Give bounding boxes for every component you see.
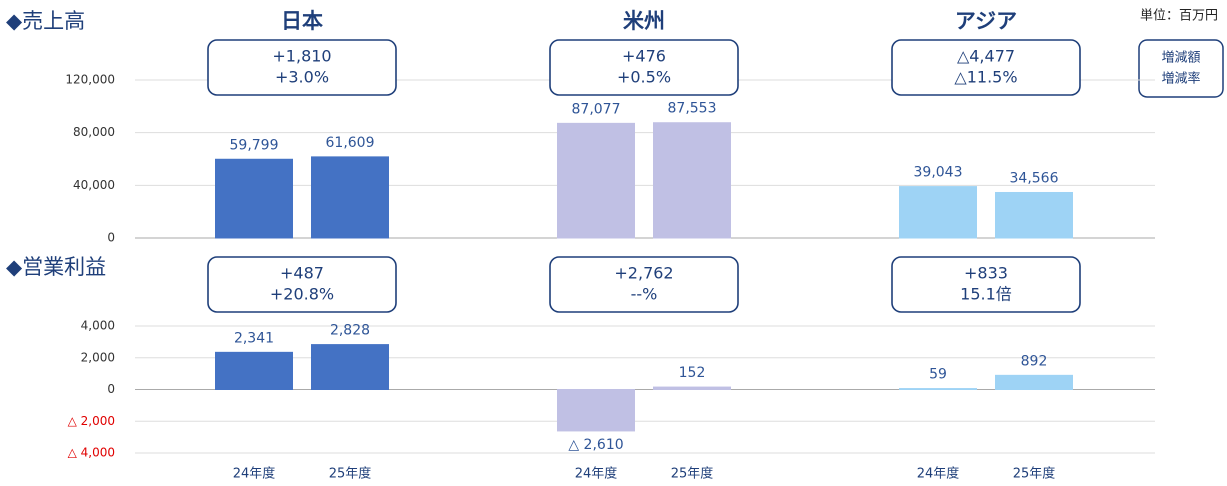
value-label: 34,566: [1010, 170, 1059, 186]
bar: [215, 158, 293, 239]
y-tick-label: 0: [107, 231, 115, 245]
region-label: 米州: [623, 9, 665, 33]
bar: [899, 388, 977, 391]
bar: [557, 122, 635, 239]
change-box: [891, 39, 1081, 96]
value-label: 39,043: [914, 165, 963, 181]
legend-note-box: [1138, 39, 1224, 98]
change-label: --%: [631, 285, 658, 304]
change-box: [549, 256, 739, 313]
change-label: +1,810: [272, 47, 331, 66]
bar: [311, 156, 389, 239]
legend-note: 増減額: [1161, 50, 1200, 66]
change-label: +487: [280, 264, 324, 283]
change-box: [549, 39, 739, 96]
value-label: 892: [1021, 353, 1048, 369]
y-tick-label: △ 2,000: [68, 414, 115, 428]
y-tick-label: 2,000: [81, 350, 115, 364]
change-label: △4,477: [957, 47, 1015, 66]
y-tick-label: 40,000: [73, 178, 115, 192]
value-label: △ 2,610: [568, 437, 623, 453]
change-label: +20.8%: [270, 285, 334, 304]
bar: [215, 351, 293, 391]
change-label: 15.1倍: [960, 285, 1012, 304]
x-tick-label: 24年度: [233, 466, 276, 482]
change-box: [891, 256, 1081, 313]
change-label: +2,762: [614, 264, 673, 283]
x-tick-label: 25年度: [671, 466, 714, 482]
value-label: 2,828: [330, 323, 370, 339]
bar: [653, 386, 731, 391]
y-tick-label: 0: [107, 382, 115, 396]
value-label: 61,609: [326, 135, 375, 151]
change-box: [207, 39, 397, 96]
change-label: △11.5%: [954, 68, 1017, 87]
region-label: アジア: [955, 9, 1017, 33]
value-label: 87,077: [572, 101, 621, 117]
x-tick-label: 25年度: [1013, 466, 1056, 482]
y-tick-label: 4,000: [81, 319, 115, 333]
change-label: +833: [964, 264, 1008, 283]
x-tick-label: 24年度: [575, 466, 618, 482]
legend-note: 増減率: [1161, 71, 1200, 87]
bar: [653, 122, 731, 239]
y-tick-label: 120,000: [65, 73, 115, 87]
change-box: [207, 256, 397, 313]
y-tick-label: 80,000: [73, 125, 115, 139]
change-label: +476: [622, 47, 666, 66]
change-label: +0.5%: [617, 68, 671, 87]
region-label: 日本: [281, 9, 323, 33]
x-tick-label: 24年度: [917, 466, 960, 482]
bar: [995, 374, 1073, 391]
x-tick-label: 25年度: [329, 466, 372, 482]
bar: [995, 191, 1073, 239]
chart-title: ◆売上高: [6, 9, 85, 33]
bar: [557, 389, 635, 432]
value-label: 59: [929, 367, 947, 383]
change-label: +3.0%: [275, 68, 329, 87]
value-label: 87,553: [668, 101, 717, 117]
bar: [899, 186, 977, 239]
y-tick-label: △ 4,000: [68, 446, 115, 460]
unit: 単位：百万円: [1140, 8, 1218, 24]
bar: [311, 344, 389, 390]
chart-title: ◆営業利益: [6, 255, 106, 279]
value-label: 59,799: [230, 137, 279, 153]
value-label: 2,341: [234, 330, 274, 346]
value-label: 152: [679, 365, 706, 381]
